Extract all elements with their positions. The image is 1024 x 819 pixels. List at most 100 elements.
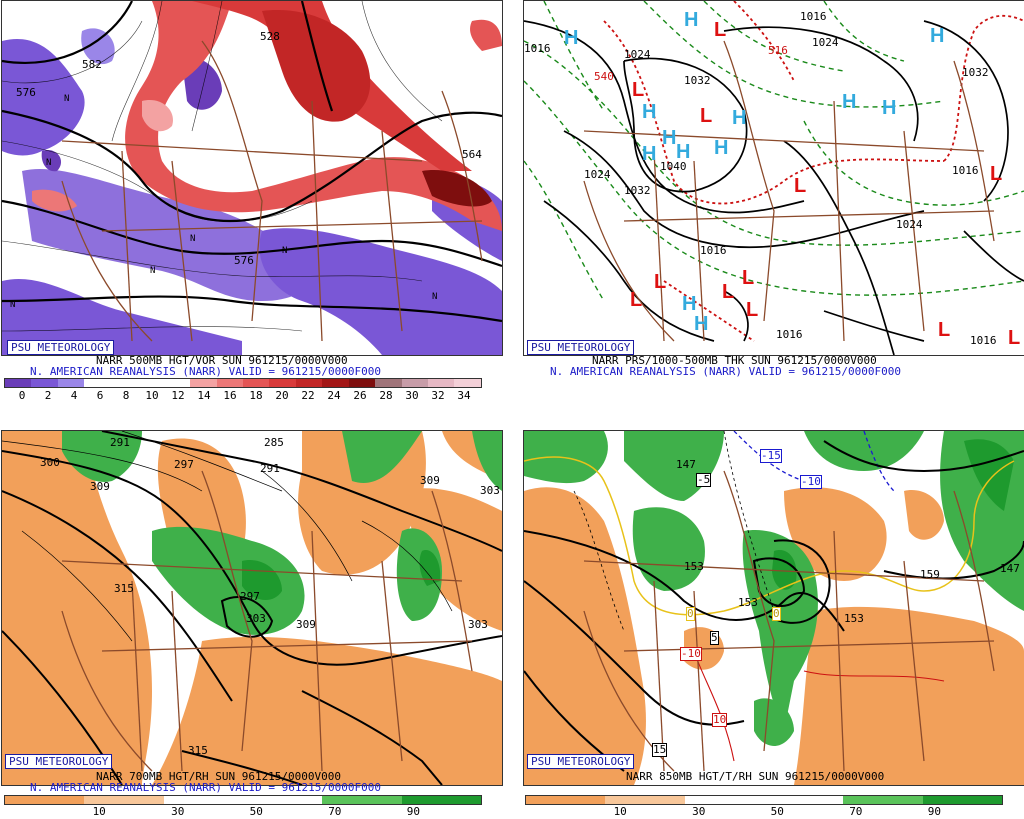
caption-line1: NARR 850MB HGT/T/RH SUN 961215/0000V000 [626,770,885,783]
colorbar-segment [163,796,243,804]
colorbar-tick-label: 6 [96,389,104,402]
colorbar-segment [110,379,138,387]
low-pressure-icon: L [654,271,667,293]
map-label: 1016 [700,244,727,257]
temp-label: 0 [686,607,695,621]
vorticity-colorbar [4,378,482,388]
low-pressure-icon: L [794,175,807,197]
map-label: 291 [110,436,130,449]
colorbar-segment [401,796,481,804]
map-label: 1024 [812,36,839,49]
temp-label: -10 [680,647,702,661]
colorbar-segment [5,796,85,804]
colorbar-tick-label: 28 [379,389,393,402]
colorbar-tick-label: 10 [613,805,627,818]
map-label: 1016 [952,164,979,177]
colorbar-segment [684,796,764,804]
map-label: 1024 [624,48,651,61]
temp-label: -10 [800,475,822,489]
high-pressure-icon: H [642,143,657,165]
colorbar-segment [428,379,455,387]
colorbar-tick-label: 30 [405,389,419,402]
colorbar-tick-label: 4 [70,389,78,402]
map-label: 159 [920,568,940,581]
low-pressure-icon: L [632,79,645,101]
colorbar-tick-label: 22 [301,389,315,402]
colorbar-segment [922,796,1002,804]
map-label: 297 [240,590,260,603]
panel-700mb-rh: 291 300 309 297 285 291 309 303 315 297 … [0,414,504,819]
low-pressure-icon: L [722,281,735,303]
map-label: 303 [468,618,488,631]
thickness-label: 516 [768,44,788,57]
psu-meteorology-logo: PSU METEOROLOGY [7,340,115,355]
psu-meteorology-logo: PSU METEOROLOGY [527,340,635,355]
colorbar-tick-label: 30 [171,805,185,818]
map-label: 303 [480,484,500,497]
map-label: N [46,158,52,168]
colorbar-segment [454,379,481,387]
map-label: 1032 [684,74,711,87]
low-pressure-icon: L [742,267,755,289]
high-pressure-icon: H [662,127,677,149]
colorbar-tick-label: 34 [457,389,471,402]
map-label: 303 [246,612,266,625]
colorbar-tick-label: 12 [171,389,185,402]
colorbar-segment [84,379,111,387]
map-label: 1032 [962,66,989,79]
high-pressure-icon: H [564,27,579,49]
map-label: 1032 [624,184,651,197]
psu-meteorology-logo: PSU METEOROLOGY [527,754,635,769]
high-pressure-icon: H [930,25,945,47]
map-label: N [432,292,438,302]
high-pressure-icon: H [732,107,747,129]
low-pressure-icon: L [714,19,727,41]
colorbar-segment [763,796,844,804]
map-label: 309 [296,618,316,631]
colorbar-tick-label: 50 [249,805,263,818]
pressure-map: H H H H H H H H H H H H H L L L L L L L … [523,0,1024,356]
rh850-colorbar-ticks: 10 30 50 70 90 [525,805,1001,819]
map-label: 1016 [800,10,827,23]
map-label: 291 [260,462,280,475]
colorbar-segment [269,379,296,387]
colorbar-tick-label: 90 [927,805,941,818]
map-label: 1016 [776,328,803,341]
colorbar-tick-label: 14 [197,389,211,402]
high-pressure-icon: H [676,141,691,163]
high-pressure-icon: H [842,91,857,113]
colorbar-segment [375,379,402,387]
colorbar-tick-label: 24 [327,389,341,402]
colorbar-tick-label: 70 [328,805,342,818]
colorbar-tick-label: 70 [849,805,863,818]
vorticity-map: 576 528 582 564 576 N N N N N N N PSU ME… [1,0,503,356]
map-label: 576 [234,254,254,267]
map-label: 582 [82,58,102,71]
psu-meteorology-logo: PSU METEOROLOGY [5,754,113,769]
colorbar-segment [242,796,323,804]
rh850-colorbar [525,795,1003,805]
colorbar-tick-label: 32 [431,389,445,402]
temp-label: -5 [696,473,712,487]
high-pressure-icon: H [684,9,699,31]
colorbar-segment [526,796,606,804]
temp-label: -15 [760,449,782,463]
panel-500mb-vorticity: 576 528 582 564 576 N N N N N N N PSU ME… [0,0,504,405]
vorticity-field [2,1,502,355]
colorbar-segment [843,796,923,804]
colorbar-tick-label: 50 [770,805,784,818]
colorbar-segment [295,379,323,387]
map-label: N [10,300,16,310]
map-label: 153 [684,560,704,573]
colorbar-segment [605,796,685,804]
map-label: 1040 [660,160,687,173]
map-label: N [150,266,156,276]
map-label: 1016 [524,42,551,55]
colorbar-tick-label: 2 [44,389,52,402]
colorbar-tick-label: 20 [275,389,289,402]
caption-line2: N. AMERICAN REANALYSIS (NARR) VALID = 96… [550,365,901,378]
map-label: 1024 [896,218,923,231]
map-label: 309 [420,474,440,487]
colorbar-segment [348,379,376,387]
colorbar-segment [31,379,58,387]
